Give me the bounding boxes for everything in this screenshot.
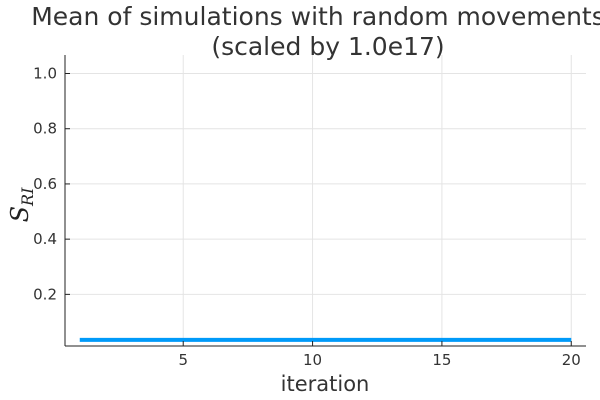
y-axis-label-main: S xyxy=(6,206,34,222)
y-tick-label: 0.2 xyxy=(33,285,57,303)
y-tick-label: 1.0 xyxy=(33,64,57,82)
y-tick-label: 0.6 xyxy=(33,175,57,193)
y-axis-label-subscript: RI xyxy=(18,187,37,207)
x-tick-label: 15 xyxy=(432,351,451,369)
x-tick-label: 10 xyxy=(303,351,322,369)
y-tick-labels: 0.2 0.4 0.6 0.8 1.0 xyxy=(33,64,70,303)
chart-subtitle: (scaled by 1.0e17) xyxy=(211,32,444,61)
y-tick-label: 0.4 xyxy=(33,230,57,248)
x-axis-label: iteration xyxy=(281,372,370,396)
x-tick-label: 5 xyxy=(178,351,188,369)
chart-title: Mean of simulations with random movement… xyxy=(31,2,600,31)
y-axis-label: SRI xyxy=(6,187,37,223)
y-tick-label: 0.8 xyxy=(33,120,57,138)
grid xyxy=(65,55,586,346)
x-tick-label: 20 xyxy=(562,351,581,369)
x-tick-labels: 5 10 15 20 xyxy=(178,341,581,369)
